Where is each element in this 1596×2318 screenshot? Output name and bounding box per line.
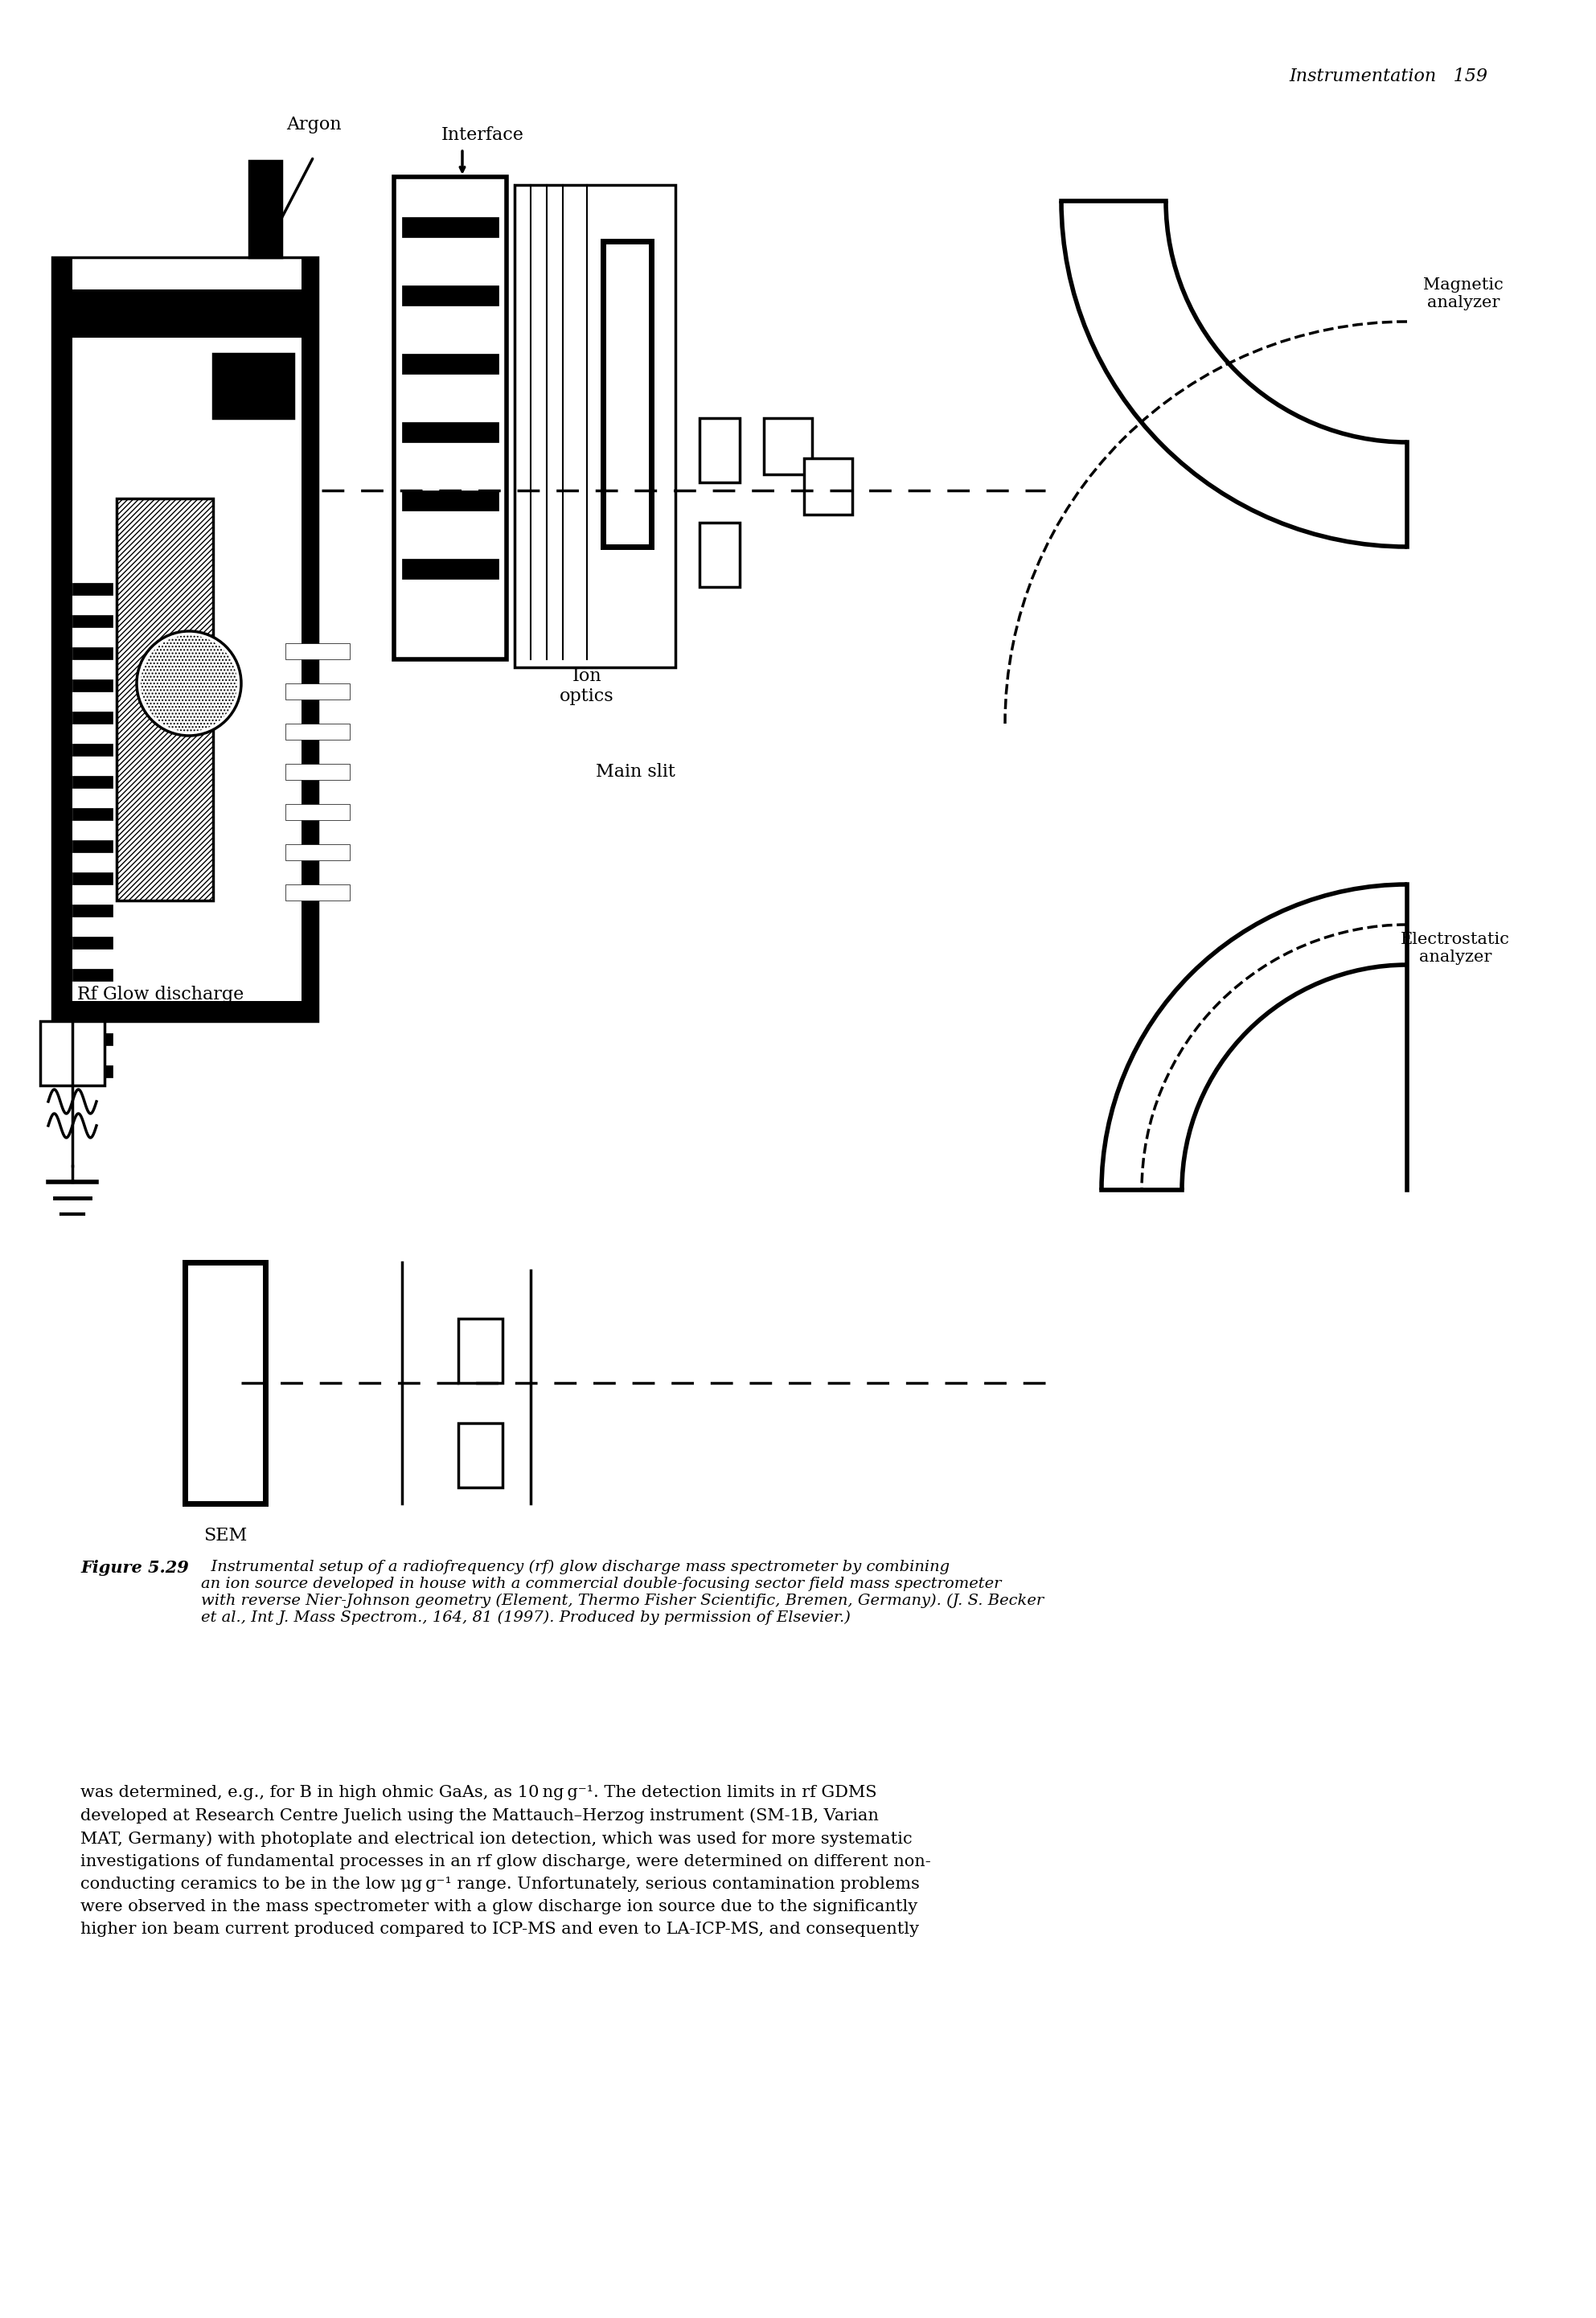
Bar — [185, 1263, 265, 1504]
Circle shape — [137, 630, 241, 735]
Bar — [72, 777, 113, 788]
Bar — [286, 684, 350, 700]
Bar — [72, 582, 113, 596]
Bar — [117, 498, 214, 899]
Bar — [394, 176, 506, 658]
Bar — [804, 459, 852, 515]
Bar — [699, 522, 739, 586]
Text: Figure 5.29: Figure 5.29 — [80, 1560, 188, 1576]
Bar — [458, 1319, 503, 1384]
Bar — [603, 241, 651, 547]
Bar — [764, 417, 812, 475]
Text: Rf Glow discharge
source: Rf Glow discharge source — [78, 985, 244, 1025]
Bar — [402, 285, 498, 306]
Bar — [286, 885, 350, 899]
Bar — [72, 647, 113, 658]
Bar — [72, 614, 113, 628]
Bar — [72, 1001, 113, 1013]
Bar — [286, 765, 350, 779]
Bar — [402, 491, 498, 510]
Bar — [40, 1022, 104, 1085]
Bar — [53, 257, 318, 1022]
Bar — [514, 185, 675, 668]
Bar — [302, 257, 318, 1022]
Bar — [53, 1001, 318, 1022]
Bar — [699, 417, 739, 482]
Text: Ion
optics: Ion optics — [560, 668, 614, 705]
Bar — [286, 844, 350, 860]
Bar — [72, 744, 113, 756]
Text: Interface: Interface — [440, 125, 523, 144]
Bar — [402, 422, 498, 443]
Bar — [72, 936, 113, 948]
Bar — [72, 809, 113, 821]
Bar — [286, 804, 350, 821]
Text: Electrostatic
analyzer: Electrostatic analyzer — [1401, 932, 1510, 964]
Bar — [72, 969, 113, 981]
Bar — [72, 1066, 113, 1078]
Bar — [402, 218, 498, 236]
Bar — [402, 559, 498, 580]
Bar — [286, 723, 350, 739]
Bar — [249, 160, 281, 257]
Bar — [214, 355, 294, 417]
Text: Instrumentation   159: Instrumentation 159 — [1290, 67, 1487, 86]
Bar — [72, 904, 113, 916]
Bar — [402, 355, 498, 373]
Text: Instrumental setup of a radiofrequency (rf) glow discharge mass spectrometer by : Instrumental setup of a radiofrequency (… — [201, 1560, 1044, 1625]
Bar — [72, 712, 113, 723]
Text: SEM: SEM — [203, 1528, 247, 1544]
Bar — [286, 642, 350, 658]
Bar — [458, 1423, 503, 1488]
Bar — [72, 1034, 113, 1045]
Bar — [53, 257, 72, 1022]
Text: was determined, e.g., for B in high ohmic GaAs, as 10 ng g⁻¹. The detection limi: was determined, e.g., for B in high ohmi… — [80, 1785, 930, 1938]
Bar — [53, 290, 318, 338]
Bar — [72, 872, 113, 885]
Bar — [72, 839, 113, 853]
Bar — [72, 679, 113, 691]
Text: Main slit: Main slit — [595, 763, 675, 781]
Text: Argon: Argon — [286, 116, 342, 134]
Text: Magnetic
analyzer: Magnetic analyzer — [1424, 276, 1503, 311]
